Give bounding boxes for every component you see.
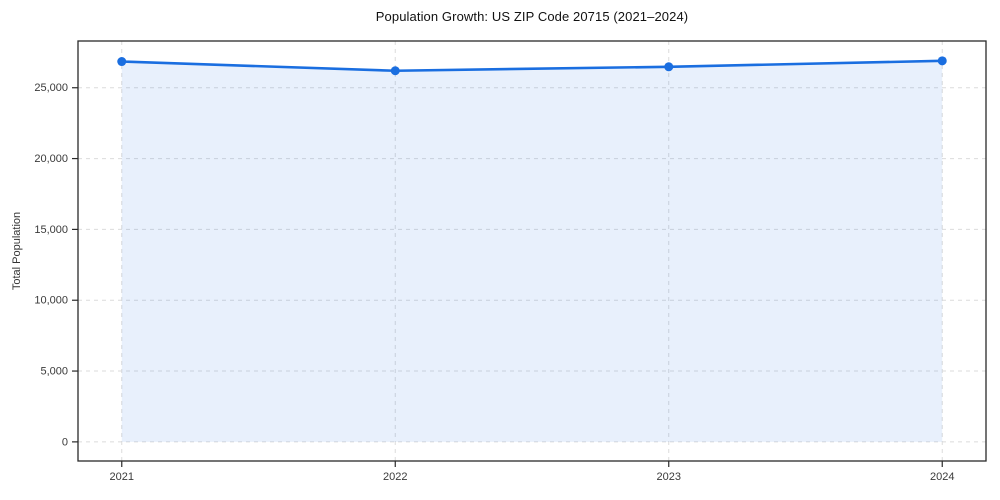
x-tick-label: 2023 [657,471,681,483]
plot-border [77,40,987,462]
data-point-marker [937,56,947,66]
y-tick-label: 20,000 [34,153,68,165]
series-line [120,59,944,73]
y-tick-label: 10,000 [34,295,68,307]
data-point-marker [664,62,674,72]
y-tick-label: 25,000 [34,82,68,94]
chart-title: Population Growth: US ZIP Code 20715 (20… [375,9,689,24]
y-tick-label: 15,000 [34,224,68,236]
area-fill [121,60,943,442]
y-tick-label: 0 [62,436,68,448]
x-tick-label: 2024 [930,471,954,483]
x-tick-label: 2021 [110,471,134,483]
x-tick-label: 2022 [383,471,407,483]
y-tick-label: 5,000 [40,366,68,378]
data-point-marker [117,57,127,67]
data-point-marker [390,66,400,76]
